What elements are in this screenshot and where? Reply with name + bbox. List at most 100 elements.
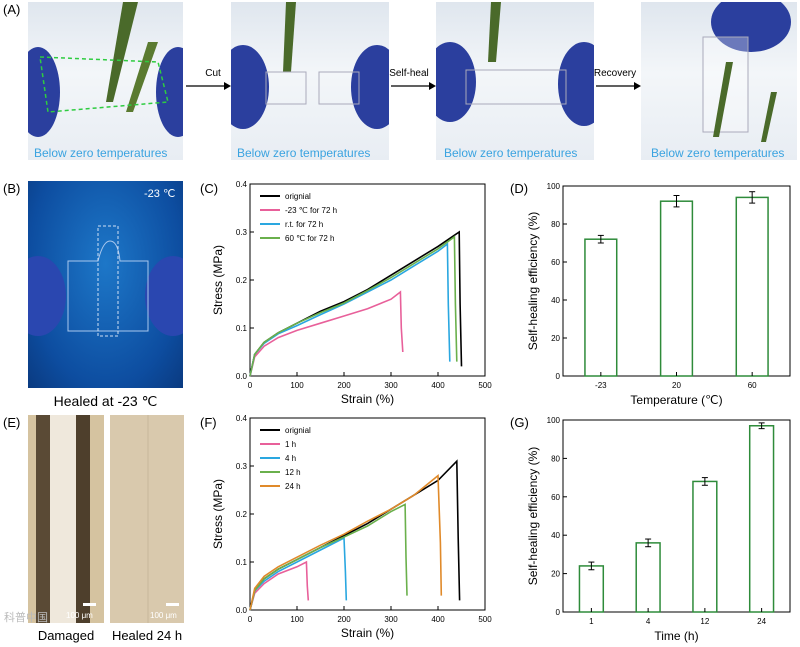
micrograph-healed — [147, 415, 179, 623]
legend-entry: 4 h — [285, 454, 296, 463]
y-tick-label: 100 — [547, 416, 561, 425]
y-tick-label: 0.4 — [236, 180, 248, 189]
x-tick-label: 300 — [384, 615, 398, 624]
watermark: 科普中国 — [4, 612, 48, 624]
photo-a1: Below zero temperatures — [28, 2, 183, 160]
photo-b: -23 ℃ — [28, 181, 183, 388]
y-tick-label: 0.0 — [236, 606, 248, 615]
panel-b-label: (B) — [3, 181, 21, 196]
y-tick-label: 0.3 — [236, 462, 248, 471]
y-tick-label: 0 — [556, 372, 561, 381]
caption-a2: Below zero temperatures — [237, 146, 371, 160]
caption-a3: Below zero temperatures — [444, 146, 578, 160]
photo-e-damaged: 100 μm — [28, 415, 104, 623]
caption-b: Healed at -23 ℃ — [53, 393, 158, 409]
panel-c-label: (C) — [200, 181, 219, 196]
y-tick-label: 0.1 — [236, 558, 248, 567]
x-tick-label: 500 — [478, 615, 492, 624]
snow-scene-2 — [231, 2, 389, 129]
series-line — [249, 473, 443, 611]
y-axis-label: Stress (MPa) — [211, 245, 225, 315]
temp-label-b: -23 ℃ — [144, 188, 176, 200]
micrograph-damaged — [28, 415, 104, 623]
y-axis-label: Self-healing efficiency (%) — [526, 212, 540, 351]
x-tick-label: 100 — [290, 615, 304, 624]
arrow-label-self-heal: Self-heal — [389, 68, 429, 79]
series-line — [249, 290, 404, 377]
x-tick-label: 12 — [700, 617, 709, 626]
y-axis-label: Stress (MPa) — [211, 479, 225, 549]
legend-entry: orignial — [285, 426, 311, 435]
x-tick-label: 20 — [672, 381, 681, 390]
y-tick-label: 20 — [551, 334, 560, 343]
x-tick-label: 500 — [478, 381, 492, 390]
arrow-label-cut: Cut — [205, 68, 221, 79]
x-tick-label: 200 — [337, 381, 351, 390]
x-axis-label: Strain (%) — [341, 392, 394, 406]
x-tick-label: 60 — [748, 381, 757, 390]
x-tick-label: 0 — [248, 615, 253, 624]
arrow-icon-3 — [596, 82, 641, 90]
y-tick-label: 100 — [547, 182, 561, 191]
panel-f-label: (F) — [200, 415, 217, 430]
caption-e-healed: Healed 24 h — [111, 628, 183, 643]
x-axis-label: Temperature (℃) — [630, 393, 722, 407]
x-tick-label: 400 — [431, 615, 445, 624]
panel-e-label: (E) — [3, 415, 21, 430]
y-tick-label: 0.0 — [236, 372, 248, 381]
chart-f: 0 100 200 300 400 500 0.0 0.1 0.2 0.3 0.4 Strain (%… — [211, 414, 492, 640]
snow-scene-4 — [702, 2, 791, 142]
series-line — [249, 242, 451, 377]
series-line — [249, 536, 348, 611]
bar — [692, 480, 718, 613]
legend-entry: 12 h — [285, 468, 301, 477]
bar — [635, 542, 661, 613]
photo-e-healed: 100 μm — [110, 415, 184, 623]
caption-e-damaged: Damaged — [37, 628, 95, 643]
x-tick-label: -23 — [595, 381, 607, 390]
arrow-label-recovery: Recovery — [593, 68, 637, 79]
y-tick-label: 0.4 — [236, 414, 248, 423]
bar — [735, 196, 769, 377]
legend-entry: 24 h — [285, 482, 301, 491]
panel-g-label: (G) — [510, 415, 529, 430]
legend-entry: -23 ℃ for 72 h — [285, 206, 337, 215]
y-tick-label: 80 — [551, 454, 560, 463]
bar — [584, 238, 618, 377]
legend-entry: 60 ℃ for 72 h — [285, 234, 334, 243]
plot-frame — [562, 419, 791, 613]
x-tick-label: 400 — [431, 381, 445, 390]
scale-bar-label-1: 100 μm — [66, 611, 93, 620]
y-tick-label: 40 — [551, 531, 560, 540]
chart-c: 0 100 200 300 400 500 0.0 0.1 0.2 0.3 0.4 Strain (%… — [211, 180, 492, 406]
x-tick-label: 300 — [384, 381, 398, 390]
y-tick-label: 0 — [556, 608, 561, 617]
y-tick-label: 80 — [551, 220, 560, 229]
scale-bar-label-2: 100 μm — [150, 611, 177, 620]
x-tick-label: 100 — [290, 381, 304, 390]
caption-a4: Below zero temperatures — [651, 146, 785, 160]
x-axis-label: Strain (%) — [341, 626, 394, 640]
photo-a4: Below zero temperatures — [641, 2, 797, 160]
snow-scene-3 — [436, 2, 594, 126]
photo-a3: Below zero temperatures — [436, 2, 594, 160]
panel-d-label: (D) — [510, 181, 529, 196]
y-axis-label: Self-healing efficiency (%) — [526, 447, 540, 586]
y-tick-label: 20 — [551, 570, 560, 579]
series-line — [249, 560, 310, 611]
chart-g: 0 20 40 60 80 100 1 4 12 24 Time (h) Self-healing e… — [526, 416, 791, 643]
x-axis-label: Time (h) — [654, 629, 698, 643]
x-tick-label: 1 — [589, 617, 594, 626]
bar — [748, 425, 775, 613]
series-line — [249, 503, 408, 611]
snow-scene-1 — [28, 2, 183, 137]
photo-a2: Below zero temperatures — [231, 2, 389, 160]
y-tick-label: 0.2 — [236, 510, 248, 519]
bar — [578, 565, 605, 613]
legend-entry: 1 h — [285, 440, 296, 449]
legend-entry: orignial — [285, 192, 311, 201]
x-tick-label: 200 — [337, 615, 351, 624]
arrow-icon-1 — [186, 82, 231, 90]
y-tick-label: 0.1 — [236, 324, 248, 333]
x-tick-label: 4 — [646, 617, 651, 626]
